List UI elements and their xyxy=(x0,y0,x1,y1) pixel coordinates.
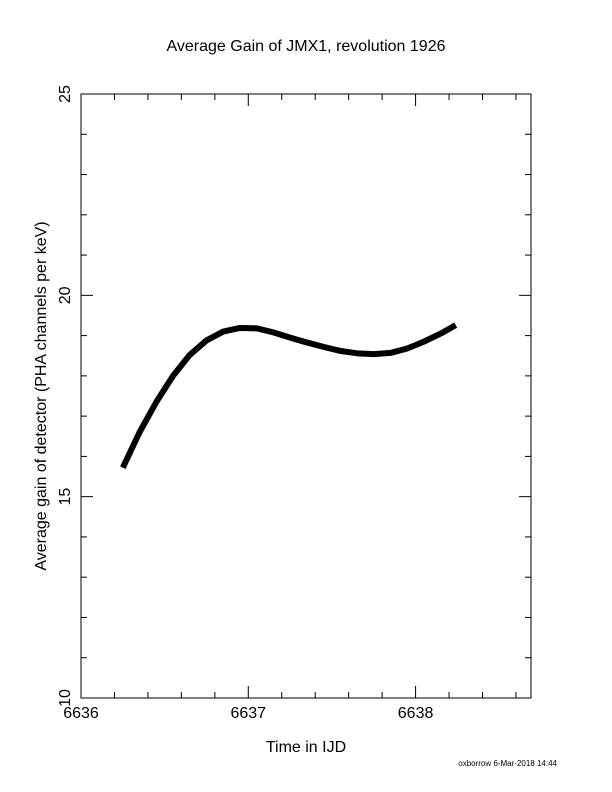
data-line xyxy=(120,322,458,469)
x-tick-label: 6636 xyxy=(63,705,99,722)
y-tick-label: 15 xyxy=(57,488,74,506)
y-tick-label: 25 xyxy=(57,85,74,103)
x-axis-label: Time in IJD xyxy=(266,739,346,756)
x-tick-label: 6638 xyxy=(398,705,434,722)
footer: oxborrow 6-Mar-2018 14:44 xyxy=(458,759,557,768)
y-axis-label: Average gain of detector (PHA channels p… xyxy=(33,221,50,570)
chart-title: Average Gain of JMX1, revolution 1926 xyxy=(167,38,446,55)
y-tick-label: 10 xyxy=(57,689,74,707)
x-tick-label: 6637 xyxy=(230,705,266,722)
plot-frame xyxy=(80,93,532,699)
y-tick-label: 20 xyxy=(57,286,74,304)
